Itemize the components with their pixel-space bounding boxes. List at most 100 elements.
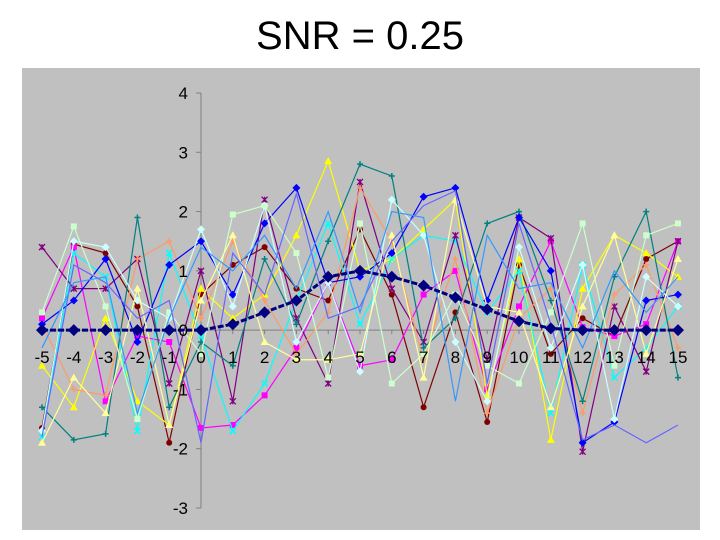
data-point xyxy=(324,157,333,165)
x-tick-label: 4 xyxy=(323,348,332,367)
data-point xyxy=(134,214,141,221)
data-point xyxy=(388,255,396,263)
data-point xyxy=(292,338,301,346)
data-point xyxy=(67,324,80,337)
data-point xyxy=(674,255,682,262)
y-tick-label: 3 xyxy=(179,143,188,162)
data-point xyxy=(198,350,204,357)
data-point xyxy=(452,256,459,262)
data-point xyxy=(292,231,301,239)
data-point xyxy=(293,250,300,257)
data-point xyxy=(356,178,364,186)
data-point xyxy=(642,249,651,257)
data-point xyxy=(610,302,618,310)
data-point xyxy=(324,219,332,227)
data-point xyxy=(388,356,395,363)
data-point xyxy=(198,315,204,322)
y-tick-label: 4 xyxy=(179,84,188,103)
data-point xyxy=(101,314,110,322)
x-tick-label: 13 xyxy=(605,348,624,367)
data-point xyxy=(420,404,427,411)
data-point xyxy=(292,183,301,192)
data-point xyxy=(387,231,396,239)
x-tick-label: 8 xyxy=(451,348,460,367)
data-point xyxy=(165,249,173,257)
data-point xyxy=(354,264,366,277)
data-point xyxy=(228,290,237,299)
x-tick-label: 14 xyxy=(637,348,656,367)
data-point xyxy=(322,270,335,283)
data-point xyxy=(515,308,523,316)
data-point xyxy=(131,324,144,337)
signal-series xyxy=(36,264,684,337)
data-point xyxy=(388,291,395,298)
noise-series-7 xyxy=(39,161,681,443)
data-point xyxy=(102,430,109,437)
data-point xyxy=(388,285,396,293)
data-point xyxy=(419,192,428,201)
data-point xyxy=(325,238,332,245)
data-point xyxy=(675,220,681,227)
data-point xyxy=(133,427,141,435)
data-point xyxy=(579,448,587,456)
data-point xyxy=(229,422,236,428)
data-point xyxy=(388,173,395,179)
data-point xyxy=(579,410,586,417)
data-point xyxy=(39,309,45,316)
data-point xyxy=(674,290,682,299)
data-point xyxy=(166,439,173,446)
data-point xyxy=(134,416,141,423)
data-point xyxy=(451,338,460,346)
data-point xyxy=(610,231,619,239)
data-point xyxy=(261,392,268,399)
data-point xyxy=(516,380,522,387)
data-point xyxy=(101,409,110,417)
data-point xyxy=(642,296,651,305)
data-point xyxy=(198,424,204,431)
data-point xyxy=(101,243,110,252)
data-point xyxy=(547,297,554,304)
data-point xyxy=(261,202,268,209)
data-point xyxy=(260,219,269,228)
data-point xyxy=(261,379,269,388)
y-tick-label: 0 xyxy=(179,321,188,340)
data-point xyxy=(165,380,173,387)
data-point xyxy=(357,161,363,168)
data-point xyxy=(261,297,268,304)
data-point xyxy=(69,373,78,381)
data-point xyxy=(547,309,554,316)
series-line xyxy=(41,189,679,444)
data-point xyxy=(419,373,428,381)
data-point xyxy=(356,367,364,376)
x-tick-label: 3 xyxy=(292,348,301,367)
data-point xyxy=(356,349,364,357)
data-point xyxy=(134,256,141,262)
data-point xyxy=(38,243,46,251)
data-point xyxy=(70,436,77,443)
data-point xyxy=(38,361,46,369)
data-point xyxy=(325,297,332,304)
data-point xyxy=(481,303,494,316)
data-point xyxy=(516,303,522,310)
data-point xyxy=(579,220,586,227)
data-point xyxy=(261,244,268,251)
noise-series-12 xyxy=(41,189,679,444)
data-point xyxy=(643,261,650,268)
data-point xyxy=(513,315,525,328)
data-point xyxy=(484,386,491,393)
data-point xyxy=(388,380,395,387)
x-tick-label: 12 xyxy=(573,348,592,367)
x-tick-label: -3 xyxy=(98,348,113,367)
x-tick-label: 11 xyxy=(542,348,560,367)
data-point xyxy=(101,255,110,263)
y-tick-label: 2 xyxy=(179,203,188,222)
series-group xyxy=(38,157,682,456)
data-point xyxy=(133,338,142,346)
data-point xyxy=(387,195,396,204)
data-point xyxy=(228,231,237,239)
data-point xyxy=(197,267,205,275)
x-tick-label: 7 xyxy=(419,348,428,367)
data-point xyxy=(544,322,557,335)
data-point xyxy=(420,356,427,363)
slide-title: SNR = 0.25 xyxy=(256,14,464,58)
